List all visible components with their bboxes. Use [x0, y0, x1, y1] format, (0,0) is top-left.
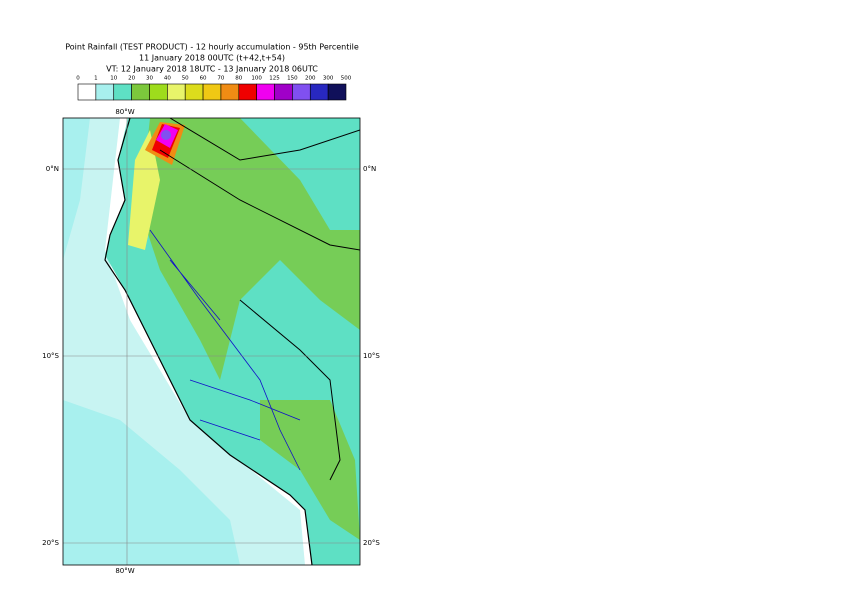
rain-zone — [161, 130, 171, 140]
legend-swatch — [256, 83, 275, 101]
ocean-rain — [63, 400, 240, 565]
map-frame — [62, 117, 361, 566]
legend-label: 70 — [217, 76, 224, 82]
legend-swatch — [292, 83, 311, 101]
lon-label: 80°W — [115, 567, 134, 575]
lat-label: 0°N — [46, 165, 59, 173]
legend-swatch — [131, 83, 150, 101]
legend-swatch — [149, 83, 168, 101]
rain-zone — [140, 118, 360, 380]
legend-label: 80 — [235, 76, 242, 82]
lat-label: 0°N — [363, 165, 376, 173]
legend-label: 0 — [76, 76, 80, 82]
lat-label: 10°S — [42, 352, 59, 360]
legend-swatch — [77, 83, 97, 101]
legend-label: 20 — [128, 76, 135, 82]
legend-label: 10 — [110, 76, 117, 82]
lat-label: 20°S — [42, 539, 59, 547]
legend-swatch — [309, 83, 329, 101]
legend-label: 40 — [164, 76, 171, 82]
legend-label: 500 — [341, 76, 352, 82]
legend-swatch — [274, 83, 293, 101]
legend-swatch — [113, 83, 132, 101]
legend-swatch — [327, 83, 347, 101]
legend-swatch — [95, 83, 115, 101]
legend-label: 50 — [182, 76, 189, 82]
title-line: Point Rainfall (TEST PRODUCT) - 12 hourl… — [65, 43, 359, 52]
map-area — [63, 118, 360, 565]
border — [159, 118, 360, 481]
legend-swatch — [167, 83, 186, 101]
title-line: VT: 12 January 2018 18UTC - 13 January 2… — [106, 65, 318, 74]
title-line: 11 January 2018 00UTC (t+42,t+54) — [139, 54, 285, 63]
legend-label: 150 — [287, 76, 298, 82]
legend-swatch — [238, 83, 257, 101]
ocean-rain — [63, 118, 90, 260]
rain-zone — [128, 130, 160, 250]
legend-label: 30 — [146, 76, 153, 82]
lat-label: 10°S — [363, 352, 380, 360]
lon-label: 80°W — [115, 108, 134, 116]
legend-label: 300 — [323, 76, 334, 82]
legend-swatch — [202, 83, 222, 101]
legend-label: 100 — [251, 76, 262, 82]
legend-label: 125 — [269, 76, 280, 82]
legend-label: 60 — [200, 76, 207, 82]
legend-swatch — [184, 83, 204, 101]
legend-label: 1 — [94, 76, 98, 82]
region-border — [149, 229, 301, 471]
rain-zone — [260, 400, 360, 540]
legend-label: 200 — [305, 76, 316, 82]
coastline — [104, 118, 313, 565]
legend-swatch — [220, 83, 240, 101]
lat-label: 20°S — [363, 539, 380, 547]
